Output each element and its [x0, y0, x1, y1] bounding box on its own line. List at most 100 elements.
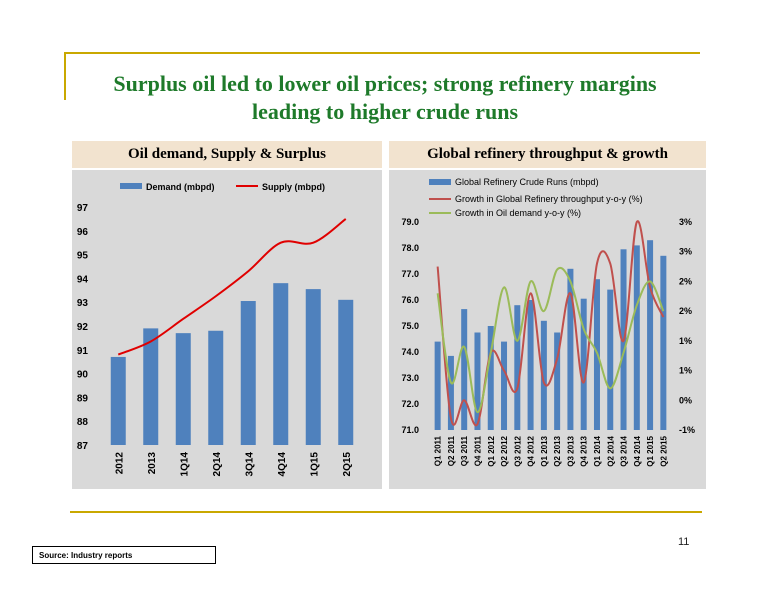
slide-title: Surplus oil led to lower oil prices; str… — [70, 70, 700, 126]
demand-bar — [143, 328, 159, 445]
y-tick-label: 88 — [77, 417, 89, 428]
right-y-tick-label: 3% — [679, 217, 692, 227]
left-y-tick-label: 78.0 — [401, 243, 419, 253]
bottom-accent-rule — [70, 511, 702, 513]
left-y-tick-label: 76.0 — [401, 295, 419, 305]
crude-runs-bar — [527, 300, 534, 430]
crude-runs-bar — [540, 320, 547, 430]
y-tick-label: 96 — [77, 227, 89, 238]
left-y-tick-label: 71.0 — [401, 425, 419, 435]
y-tick-label: 87 — [77, 441, 89, 452]
demand-supply-chart: Demand (mbpd) Supply (mbpd) 87 88 89 90 91 92 93… — [77, 182, 354, 477]
left-y-tick-label: 79.0 — [401, 217, 419, 227]
x-tick-label: Q2 2014 — [606, 435, 615, 466]
crude-runs-bar — [474, 332, 481, 430]
legend-refinery-growth-label: Growth in Global Refinery throughput y-o… — [455, 194, 643, 204]
source-note: Source: Industry reports — [32, 546, 216, 564]
x-tick-label: Q4 2014 — [633, 435, 642, 466]
x-tick-label: 2013 — [147, 452, 158, 475]
demand-bar — [338, 299, 354, 445]
left-y-tick-label: 72.0 — [401, 399, 419, 409]
x-tick-label: Q3 2014 — [620, 435, 629, 466]
left-accent-rule — [64, 52, 66, 100]
demand-bar — [273, 283, 289, 445]
crude-runs-bar — [461, 309, 468, 430]
demand-bar — [240, 301, 256, 445]
top-accent-rule — [64, 52, 700, 54]
left-y-tick-label: 75.0 — [401, 321, 419, 331]
y-tick-label: 92 — [77, 322, 89, 333]
right-y-tick-label: 2% — [679, 306, 692, 316]
crude-runs-bar — [554, 332, 561, 430]
x-tick-label: Q2 2015 — [659, 435, 668, 466]
left-y-tick-label: 73.0 — [401, 373, 419, 383]
x-tick-label: Q1 2013 — [540, 435, 549, 466]
legend-demand-label: Demand (mbpd) — [146, 182, 215, 192]
crude-runs-bar — [580, 298, 587, 430]
right-y-tick-label: -1% — [679, 425, 695, 435]
crude-runs-bar — [447, 355, 454, 430]
slide-title-line-2: leading to higher crude runs — [251, 99, 519, 124]
legend-crude-runs-swatch — [429, 179, 451, 185]
y-tick-label: 89 — [77, 393, 89, 404]
page-number: 11 — [678, 536, 690, 548]
refinery-throughput-chart: Global Refinery Crude Runs (mbpd) Growth … — [401, 177, 695, 467]
crude-runs-bar — [567, 268, 574, 430]
crude-runs-bar — [660, 255, 667, 430]
demand-bar — [175, 333, 191, 445]
crude-runs-bar — [487, 326, 494, 430]
x-tick-label: 1Q14 — [179, 452, 190, 477]
y-tick-label: 95 — [77, 251, 89, 262]
demand-bar — [110, 356, 126, 445]
crude-runs-bar — [514, 305, 521, 430]
refinery-growth-line — [436, 220, 665, 427]
right-panel-heading: Global refinery throughput & growth — [389, 141, 706, 168]
left-y-tick-label: 77.0 — [401, 269, 419, 279]
x-tick-label: 4Q14 — [277, 452, 288, 477]
y-tick-label: 94 — [77, 274, 89, 285]
x-tick-label: Q4 2011 — [473, 435, 482, 466]
x-tick-label: Q1 2014 — [593, 435, 602, 466]
right-y-tick-label: 0% — [679, 395, 692, 405]
demand-bar — [305, 289, 321, 445]
x-tick-label: 1Q15 — [309, 452, 320, 477]
x-tick-label: 2Q14 — [212, 452, 223, 477]
right-y-tick-label: 3% — [679, 247, 692, 257]
right-y-tick-label: 1% — [679, 336, 692, 346]
x-tick-label: Q1 2012 — [487, 435, 496, 466]
x-tick-label: Q4 2012 — [527, 435, 536, 466]
x-tick-label: Q4 2013 — [580, 435, 589, 466]
left-y-tick-label: 74.0 — [401, 347, 419, 357]
y-tick-label: 90 — [77, 370, 89, 381]
demand-growth-line — [436, 266, 665, 414]
x-tick-label: Q1 2011 — [434, 435, 443, 466]
x-tick-label: Q3 2011 — [460, 435, 469, 466]
legend-supply-label: Supply (mbpd) — [262, 182, 325, 192]
left-panel-heading: Oil demand, Supply & Surplus — [72, 141, 382, 168]
x-tick-label: Q1 2015 — [646, 435, 655, 466]
demand-bar — [208, 330, 224, 445]
left-chart-panel: Demand (mbpd) Supply (mbpd) 87 88 89 90 91 92 93… — [72, 170, 382, 489]
x-tick-label: Q2 2011 — [447, 435, 456, 466]
x-tick-label: Q2 2013 — [553, 435, 562, 466]
legend-demand-swatch — [120, 183, 142, 189]
supply-line — [117, 218, 347, 356]
y-tick-label: 91 — [77, 346, 89, 357]
x-tick-label: Q3 2012 — [513, 435, 522, 466]
x-tick-label: 3Q14 — [244, 452, 255, 477]
x-tick-label: 2Q15 — [342, 452, 353, 477]
y-tick-label: 93 — [77, 298, 89, 309]
right-chart-panel: Global Refinery Crude Runs (mbpd) Growth … — [389, 170, 706, 489]
right-y-tick-label: 2% — [679, 276, 692, 286]
y-tick-label: 97 — [77, 203, 89, 214]
crude-runs-bar — [434, 341, 441, 430]
crude-runs-bar — [607, 289, 614, 430]
legend-crude-runs-label: Global Refinery Crude Runs (mbpd) — [455, 177, 599, 187]
crude-runs-bar — [647, 240, 654, 430]
x-tick-label: Q3 2013 — [566, 435, 575, 466]
x-tick-label: Q2 2012 — [500, 435, 509, 466]
legend-demand-growth-label: Growth in Oil demand y-o-y (%) — [455, 208, 581, 218]
crude-runs-bar — [501, 341, 508, 430]
right-y-tick-label: 1% — [679, 366, 692, 376]
slide-title-line-1: Surplus oil led to lower oil prices; str… — [113, 71, 657, 96]
